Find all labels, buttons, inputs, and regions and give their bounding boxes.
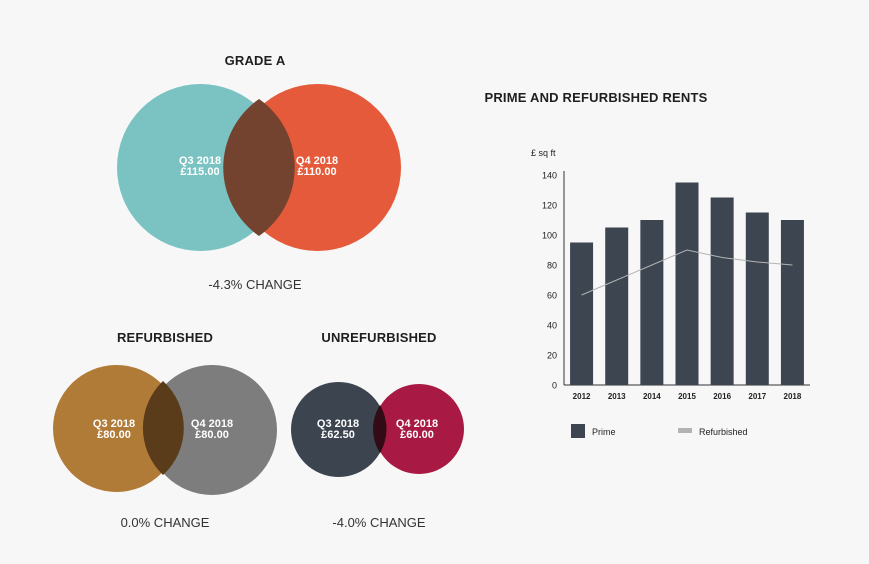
legend-refurbished-swatch: [678, 428, 692, 433]
refurbished-title: REFURBISHED: [116, 330, 214, 345]
unrefurbished-q4-circle: [374, 384, 464, 474]
refurbished-q4-label: Q4 2018 £80.00: [191, 419, 233, 441]
chart-ylabel: £ sq ft: [531, 148, 556, 158]
grade-a-q3-value: £115.00: [180, 166, 220, 178]
bar-prime-2016: [710, 197, 734, 385]
x-tick-label: 2016: [713, 392, 731, 401]
unrefurbished-q3-period: Q3 2018: [316, 418, 360, 430]
grade-a-q3-period: Q3 2018: [178, 155, 222, 167]
unrefurbished-q4-period: Q4 2018: [395, 418, 439, 430]
x-tick-label: 2013: [608, 392, 626, 401]
unrefurbished-change: -4.0% CHANGE: [332, 515, 426, 530]
refurbished-q4-value: £80.00: [195, 429, 229, 441]
unrefurbished-q3-value: £62.50: [321, 429, 355, 441]
x-tick-label: 2015: [678, 392, 696, 401]
bar-prime-2014: [640, 220, 664, 385]
refurbished-q3-label: Q3 2018 £80.00: [93, 419, 135, 441]
y-tick-label: 120: [542, 201, 557, 211]
x-tick-label: 2012: [573, 392, 591, 401]
refurbished-q3-value: £80.00: [97, 429, 131, 441]
bar-prime-2013: [605, 227, 629, 385]
bar-prime-2018: [780, 220, 804, 385]
y-tick-label: 20: [547, 351, 557, 361]
refurbished-q4-period: Q4 2018: [190, 418, 234, 430]
unrefurbished-q4-label: Q4 2018 £60.00: [396, 419, 438, 441]
y-tick-label: 60: [547, 291, 557, 301]
grade-a-title: GRADE A: [224, 53, 286, 68]
unrefurbished-q3-circle: [291, 382, 386, 477]
bar-prime-2012: [570, 242, 594, 385]
unrefurbished-q4-value: £60.00: [400, 429, 434, 441]
unrefurbished-title: UNREFURBISHED: [321, 330, 437, 345]
y-tick-label: 100: [542, 231, 557, 241]
grade-a-change: -4.3% CHANGE: [208, 277, 302, 292]
grade-a-q4-period: Q4 2018: [295, 155, 339, 167]
y-tick-label: 80: [547, 261, 557, 271]
unrefurbished-q3-label: Q3 2018 £62.50: [317, 419, 359, 441]
legend-prime-swatch: [571, 424, 585, 438]
legend-prime-label: Prime: [592, 427, 616, 437]
bar-prime-2017: [745, 212, 769, 385]
chart-title: PRIME AND REFURBISHED RENTS: [484, 90, 708, 105]
grade-a-q4-value: £110.00: [297, 166, 337, 178]
legend-refurbished-label: Refurbished: [699, 427, 748, 437]
x-tick-label: 2017: [748, 392, 766, 401]
grade-a-q3-label: Q3 2018 £115.00: [179, 156, 221, 178]
y-tick-label: 0: [552, 381, 557, 391]
x-tick-label: 2014: [643, 392, 661, 401]
bar-prime-2015: [675, 182, 699, 385]
y-tick-label: 140: [542, 171, 557, 181]
grade-a-q4-label: Q4 2018 £110.00: [296, 156, 338, 178]
x-tick-label: 2018: [784, 392, 802, 401]
line-refurbished: [581, 249, 793, 296]
refurbished-change: 0.0% CHANGE: [120, 515, 210, 530]
y-tick-label: 40: [547, 321, 557, 331]
refurbished-q3-period: Q3 2018: [92, 418, 136, 430]
